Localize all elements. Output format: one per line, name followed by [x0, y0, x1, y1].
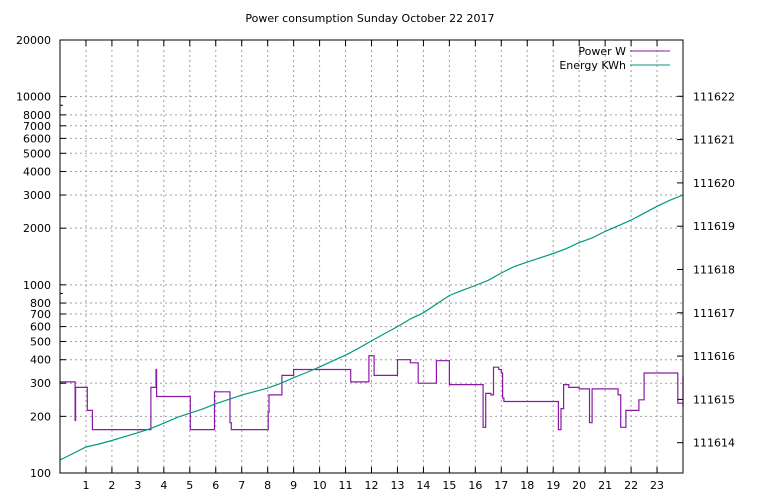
right-axis-tick-label: 111622 [693, 90, 735, 103]
grid [60, 40, 683, 473]
x-axis-tick-label: 19 [546, 479, 560, 492]
x-axis-tick-label: 3 [134, 479, 141, 492]
power-series-line [60, 355, 684, 431]
x-axis-tick-label: 12 [365, 479, 379, 492]
plot-frame [59, 39, 684, 474]
left-axis-tick-label: 3000 [23, 189, 51, 202]
left-axis-tick-label: 2000 [23, 222, 51, 235]
right-axis-tick-label: 111615 [693, 393, 735, 406]
x-axis-tick-label: 13 [390, 479, 404, 492]
left-axis-tick-label: 20000 [16, 34, 51, 47]
x-axis-tick-label: 9 [290, 479, 297, 492]
x-axis-tick-label: 7 [238, 479, 245, 492]
chart-title: Power consumption Sunday October 22 2017 [245, 12, 494, 25]
left-axis-tick-label: 10000 [16, 91, 51, 104]
x-axis-tick-label: 23 [650, 479, 664, 492]
right-axis-tick-label: 111617 [693, 307, 735, 320]
x-axis-tick-label: 14 [416, 479, 430, 492]
x-axis-tick-label: 10 [313, 479, 327, 492]
right-axis-tick-label: 111614 [693, 437, 735, 450]
right-axis-tick-label: 111620 [693, 177, 735, 190]
legend-label-power: Power W [578, 45, 626, 58]
x-axis-tick-label: 21 [598, 479, 612, 492]
left-axis-tick-label: 7000 [23, 120, 51, 133]
energy-series-line [59, 194, 684, 461]
x-axis-tick-label: 20 [572, 479, 586, 492]
legend-label-energy: Energy KWh [559, 59, 626, 72]
plot-series [59, 194, 684, 461]
left-axis-tick-label: 200 [30, 410, 51, 423]
left-axis-tick-label: 100 [30, 467, 51, 480]
left-axis-tick-label: 1000 [23, 279, 51, 292]
right-axis-tick-label: 111618 [693, 263, 735, 276]
left-axis-tick-label: 8000 [23, 109, 51, 122]
left-axis-tick-label: 500 [30, 335, 51, 348]
x-axis: 1 2 3 4 5 6 7 8 9 10 11 12 13 14 15 16 17 18 19 20 21 22 23 [82, 40, 664, 492]
x-axis-tick-label: 22 [624, 479, 638, 492]
left-axis-tick-label: 600 [30, 321, 51, 334]
x-axis-tick-label: 16 [468, 479, 482, 492]
left-axis-tick-label: 800 [30, 297, 51, 310]
x-axis-tick-label: 2 [108, 479, 115, 492]
left-axis-tick-label: 4000 [23, 166, 51, 179]
left-axis-tick-label: 5000 [23, 147, 51, 160]
x-axis-tick-label: 11 [339, 479, 353, 492]
legend: Power W Energy KWh [559, 45, 670, 72]
right-axis-tick-label: 111621 [693, 134, 735, 147]
x-axis-tick-label: 6 [212, 479, 219, 492]
left-axis-tick-label: 400 [30, 354, 51, 367]
left-axis-tick-label: 6000 [23, 132, 51, 145]
x-axis-tick-label: 5 [186, 479, 193, 492]
left-axis-tick-label: 700 [30, 308, 51, 321]
right-axis-tick-label: 111616 [693, 350, 735, 363]
right-axis: 111614 111615 111616 111617 111618 111619 1116… [677, 90, 735, 450]
x-axis-tick-label: 17 [494, 479, 508, 492]
left-axis-tick-label: 300 [30, 377, 51, 390]
right-axis-tick-label: 111619 [693, 220, 735, 233]
x-axis-tick-label: 4 [160, 479, 167, 492]
x-axis-tick-label: 8 [264, 479, 271, 492]
x-axis-tick-label: 15 [442, 479, 456, 492]
x-axis-tick-label: 18 [520, 479, 534, 492]
x-axis-tick-label: 1 [82, 479, 89, 492]
